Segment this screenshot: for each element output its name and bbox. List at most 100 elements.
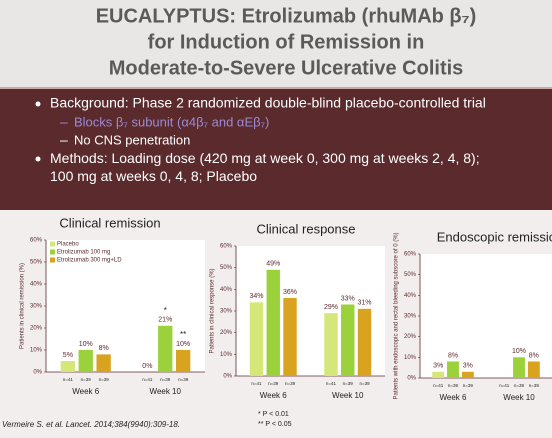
value-label: 8% xyxy=(448,352,458,359)
n-label: n=39 xyxy=(99,377,110,382)
chart-title: Endoscopic remission xyxy=(437,229,552,244)
y-tick-label: 50% xyxy=(30,260,43,266)
y-tick-label: 20% xyxy=(30,326,43,332)
n-label: n=39 xyxy=(81,377,92,382)
bar xyxy=(96,354,111,372)
n-label: n=41 xyxy=(499,383,510,388)
x-tick-label: Week 10 xyxy=(150,387,182,396)
value-label: 36% xyxy=(283,289,297,296)
y-tick-label: 10% xyxy=(404,355,417,361)
bar xyxy=(249,302,264,376)
x-tick-label: Week 6 xyxy=(260,391,288,400)
n-label: n=39 xyxy=(448,383,459,388)
value-label: 34% xyxy=(249,293,263,300)
bar xyxy=(461,371,474,378)
y-tick-label: 30% xyxy=(404,314,417,320)
y-tick-label: 0% xyxy=(407,376,416,382)
significance-marker: ** xyxy=(180,330,186,339)
bar xyxy=(527,361,540,378)
n-label: n=41 xyxy=(433,383,444,388)
title-band xyxy=(0,0,552,88)
sub-dash: – xyxy=(60,132,68,148)
bar xyxy=(513,357,525,378)
n-label: n=41 xyxy=(251,381,262,386)
value-label: 0% xyxy=(142,363,152,370)
n-label: n=39 xyxy=(343,381,354,386)
sub-dash: – xyxy=(60,114,68,130)
bar xyxy=(266,269,280,376)
slide-title: Moderate-to-Severe Ulcerative Colitis xyxy=(109,57,464,79)
value-label: 8% xyxy=(529,352,539,359)
legend-label: Etrolizumab 300 mg+LD xyxy=(57,258,122,264)
y-tick-label: 0% xyxy=(223,374,232,380)
sub-bullet-text: Blocks β₇ subunit (α4β₇ and αEβ₇) xyxy=(74,114,269,129)
value-label: 5% xyxy=(63,352,73,359)
bar xyxy=(283,298,297,376)
y-axis-label: Patients in clinical response (%) xyxy=(210,268,216,353)
bar xyxy=(447,361,459,378)
n-label: n=39 xyxy=(514,383,525,388)
bar xyxy=(60,361,76,372)
y-tick-label: 60% xyxy=(404,252,417,258)
bullet-text: Methods: Loading dose (420 mg at week 0,… xyxy=(50,150,480,184)
value-label: 3% xyxy=(433,363,443,370)
n-label: n=39 xyxy=(160,377,171,382)
legend-label: Placebo xyxy=(57,242,79,248)
value-label: 3% xyxy=(463,363,473,370)
sub-bullet-text: No CNS penetration xyxy=(74,132,190,147)
legend-swatch xyxy=(50,241,55,247)
chart-title: Clinical response xyxy=(257,221,356,236)
y-axis-label: Patients in clinical remission (%) xyxy=(20,263,26,349)
slide-title: for Induction of Remission in xyxy=(148,31,425,53)
bar xyxy=(432,371,445,378)
value-label: 21% xyxy=(158,317,172,324)
y-tick-label: 50% xyxy=(404,272,417,278)
x-tick-label: Week 10 xyxy=(503,393,535,402)
n-label: n=39 xyxy=(463,383,474,388)
y-tick-label: 10% xyxy=(220,352,233,358)
citation: Vermeire S. et al. Lancet. 2014;384(9940… xyxy=(2,420,180,429)
y-tick-label: 20% xyxy=(404,334,417,340)
y-tick-label: 60% xyxy=(30,238,43,244)
n-label: n=39 xyxy=(359,381,370,386)
bar xyxy=(78,350,93,372)
y-tick-label: 60% xyxy=(220,244,233,250)
x-tick-label: Week 6 xyxy=(440,393,468,402)
bullet-text: Background: Phase 2 randomized double-bl… xyxy=(50,95,486,111)
footnote: ** P < 0.05 xyxy=(258,421,292,428)
x-tick-label: Week 6 xyxy=(72,387,100,396)
chart-title: Clinical remission xyxy=(59,215,160,230)
y-axis-label: Patients with endoscopic and rectal blee… xyxy=(394,232,400,399)
legend-swatch xyxy=(50,257,55,263)
n-label: n=39 xyxy=(178,377,189,382)
y-tick-label: 30% xyxy=(220,309,233,315)
body-band xyxy=(0,88,552,210)
value-label: 10% xyxy=(176,341,190,348)
n-label: n=41 xyxy=(63,377,74,382)
bar xyxy=(357,308,372,376)
value-label: 29% xyxy=(324,304,338,311)
bar xyxy=(158,325,173,372)
bar xyxy=(341,304,355,376)
bullet-dot xyxy=(35,101,41,107)
y-tick-label: 30% xyxy=(30,304,43,310)
value-label: 49% xyxy=(266,261,280,268)
n-label: n=39 xyxy=(268,381,279,386)
value-label: 8% xyxy=(99,345,109,352)
footnote: * P < 0.01 xyxy=(258,411,289,418)
legend-label: Etrolizumab 100 mg xyxy=(57,250,110,256)
value-label: 10% xyxy=(79,341,93,348)
y-tick-label: 0% xyxy=(33,370,42,376)
legend-swatch xyxy=(50,249,55,255)
bar xyxy=(175,350,191,372)
value-label: 31% xyxy=(358,300,372,307)
y-tick-label: 40% xyxy=(30,282,43,288)
plot-area xyxy=(420,254,552,378)
y-tick-label: 10% xyxy=(30,348,43,354)
value-label: 33% xyxy=(341,295,355,302)
x-tick-label: Week 10 xyxy=(332,391,364,400)
slide-title: EUCALYPTUS: Etrolizumab (rhuMAb β₇) xyxy=(96,5,477,27)
y-tick-label: 40% xyxy=(220,287,233,293)
value-label: 10% xyxy=(512,348,526,355)
